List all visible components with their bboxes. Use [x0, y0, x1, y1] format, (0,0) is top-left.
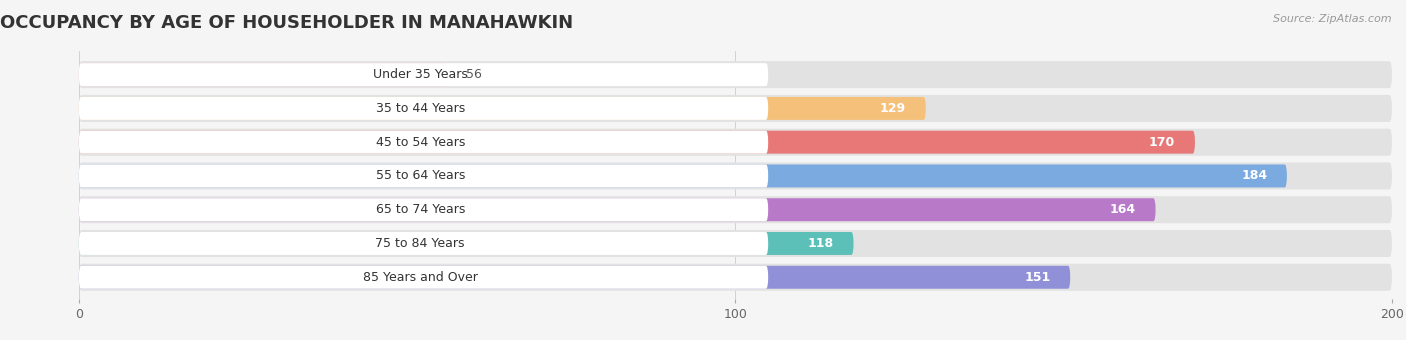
FancyBboxPatch shape: [79, 198, 1156, 221]
FancyBboxPatch shape: [79, 165, 768, 187]
Text: 85 Years and Over: 85 Years and Over: [363, 271, 478, 284]
Text: Under 35 Years: Under 35 Years: [373, 68, 468, 81]
Text: 164: 164: [1109, 203, 1136, 216]
FancyBboxPatch shape: [79, 232, 768, 255]
FancyBboxPatch shape: [79, 95, 1392, 122]
Text: 184: 184: [1241, 169, 1267, 183]
FancyBboxPatch shape: [79, 266, 1070, 289]
Text: 35 to 44 Years: 35 to 44 Years: [375, 102, 465, 115]
FancyBboxPatch shape: [79, 196, 1392, 223]
FancyBboxPatch shape: [79, 230, 1392, 257]
FancyBboxPatch shape: [79, 165, 1286, 187]
Text: 55 to 64 Years: 55 to 64 Years: [375, 169, 465, 183]
FancyBboxPatch shape: [79, 97, 768, 120]
Text: 56: 56: [467, 68, 482, 81]
FancyBboxPatch shape: [79, 232, 853, 255]
Text: 170: 170: [1149, 136, 1175, 149]
FancyBboxPatch shape: [79, 97, 925, 120]
Text: 75 to 84 Years: 75 to 84 Years: [375, 237, 465, 250]
Text: Source: ZipAtlas.com: Source: ZipAtlas.com: [1274, 14, 1392, 23]
FancyBboxPatch shape: [79, 63, 768, 86]
Text: 129: 129: [880, 102, 905, 115]
FancyBboxPatch shape: [79, 131, 768, 154]
FancyBboxPatch shape: [79, 163, 1392, 189]
Text: 45 to 54 Years: 45 to 54 Years: [375, 136, 465, 149]
FancyBboxPatch shape: [79, 266, 768, 289]
FancyBboxPatch shape: [79, 198, 768, 221]
Text: 65 to 74 Years: 65 to 74 Years: [375, 203, 465, 216]
Text: OCCUPANCY BY AGE OF HOUSEHOLDER IN MANAHAWKIN: OCCUPANCY BY AGE OF HOUSEHOLDER IN MANAH…: [0, 14, 574, 32]
FancyBboxPatch shape: [79, 129, 1392, 156]
FancyBboxPatch shape: [79, 264, 1392, 291]
FancyBboxPatch shape: [79, 61, 1392, 88]
Text: 118: 118: [807, 237, 834, 250]
FancyBboxPatch shape: [79, 63, 447, 86]
FancyBboxPatch shape: [79, 131, 1195, 154]
Text: 151: 151: [1024, 271, 1050, 284]
